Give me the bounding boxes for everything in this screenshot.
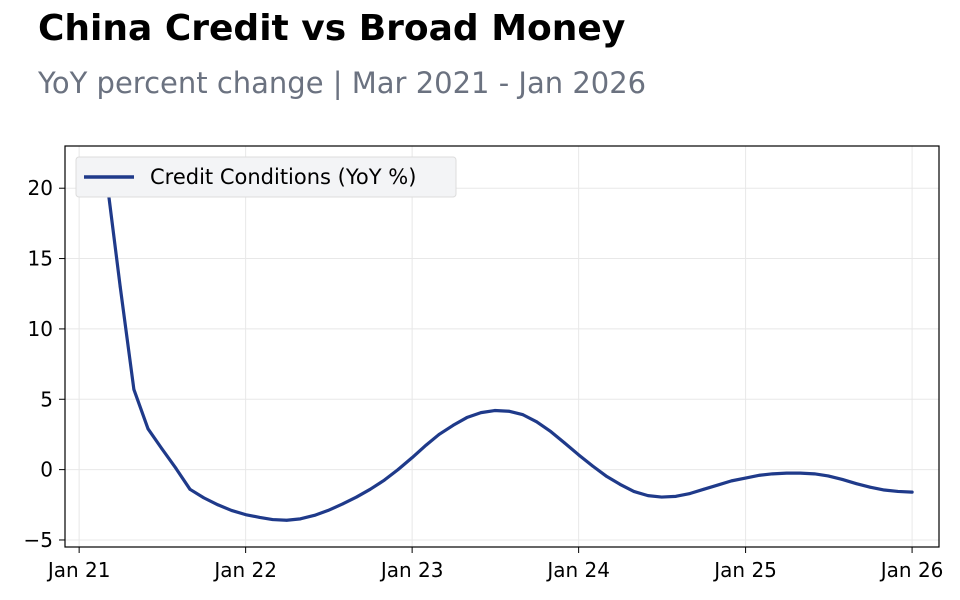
data-point xyxy=(118,285,122,289)
data-point xyxy=(479,411,483,415)
data-point xyxy=(730,479,733,483)
data-point xyxy=(174,466,178,470)
data-point xyxy=(244,513,248,517)
data-point xyxy=(382,478,386,482)
data-point xyxy=(271,518,274,521)
data-point xyxy=(230,509,233,512)
x-tick-label: Jan 22 xyxy=(212,558,277,582)
data-point xyxy=(632,490,636,493)
data-point xyxy=(674,494,678,498)
data-point xyxy=(771,472,774,476)
data-point xyxy=(465,416,469,419)
data-point xyxy=(368,487,372,491)
data-point xyxy=(882,488,886,492)
y-tick-label: 0 xyxy=(40,458,53,482)
data-point xyxy=(591,464,595,468)
data-point xyxy=(549,430,553,434)
data-point xyxy=(702,487,706,491)
data-point xyxy=(298,517,302,521)
data-point xyxy=(798,471,802,475)
data-point xyxy=(521,413,525,417)
data-point xyxy=(258,516,262,519)
x-tick-label: Jan 24 xyxy=(545,558,610,582)
legend-label: Credit Conditions (YoY %) xyxy=(150,165,416,189)
data-point xyxy=(646,494,650,498)
y-tick-label: 5 xyxy=(40,387,53,411)
data-point xyxy=(868,485,872,489)
data-point xyxy=(202,496,206,500)
data-point xyxy=(896,490,900,493)
data-point xyxy=(132,388,136,391)
data-point xyxy=(188,487,192,491)
series-line-credit-conditions xyxy=(104,172,914,522)
data-point xyxy=(660,495,664,499)
data-point xyxy=(437,433,441,436)
data-point xyxy=(216,503,220,507)
data-point xyxy=(493,409,497,412)
y-tick-label: −5 xyxy=(24,528,53,552)
data-point xyxy=(535,420,539,424)
y-tick-label: 10 xyxy=(28,317,53,341)
data-point xyxy=(744,476,747,480)
grid-lines xyxy=(65,146,939,547)
data-point xyxy=(355,495,358,499)
x-tick-label: Jan 26 xyxy=(879,558,944,582)
series-layer xyxy=(104,172,914,522)
x-tick-label: Jan 23 xyxy=(379,558,444,582)
data-point xyxy=(618,482,622,486)
data-point xyxy=(577,453,581,457)
data-point xyxy=(507,409,511,413)
data-point xyxy=(424,443,428,447)
x-tick-label: Jan 21 xyxy=(46,558,111,582)
data-point xyxy=(451,423,455,427)
chart-subtitle: YoY percent change | Mar 2021 - Jan 2026 xyxy=(38,66,647,100)
chart-title: China Credit vs Broad Money xyxy=(38,8,626,49)
legend: Credit Conditions (YoY %) xyxy=(75,156,457,198)
data-point xyxy=(785,471,789,475)
data-point xyxy=(563,441,566,445)
plot-frame xyxy=(64,145,940,548)
data-point xyxy=(855,482,858,486)
data-point xyxy=(146,427,150,431)
data-point xyxy=(688,492,692,495)
data-point xyxy=(826,474,830,478)
y-tick-label: 15 xyxy=(28,247,53,271)
x-tick-label: Jan 25 xyxy=(712,558,777,582)
data-point xyxy=(313,513,316,517)
data-point xyxy=(840,478,844,481)
data-point xyxy=(340,502,344,506)
data-point xyxy=(396,468,400,472)
legend-box xyxy=(75,156,457,198)
axis-ticks: Jan 21 Jan 22 Jan 23 Jan 24 Jan 25 Jan 26 20 15… xyxy=(24,176,944,582)
data-point xyxy=(813,472,816,476)
data-point xyxy=(326,509,330,512)
data-point xyxy=(716,483,720,487)
data-point xyxy=(410,456,414,460)
data-point xyxy=(285,518,289,522)
y-tick-label: 20 xyxy=(28,176,53,200)
data-point xyxy=(910,490,914,494)
data-point xyxy=(604,474,608,478)
data-point xyxy=(160,447,164,450)
data-point xyxy=(758,473,762,477)
